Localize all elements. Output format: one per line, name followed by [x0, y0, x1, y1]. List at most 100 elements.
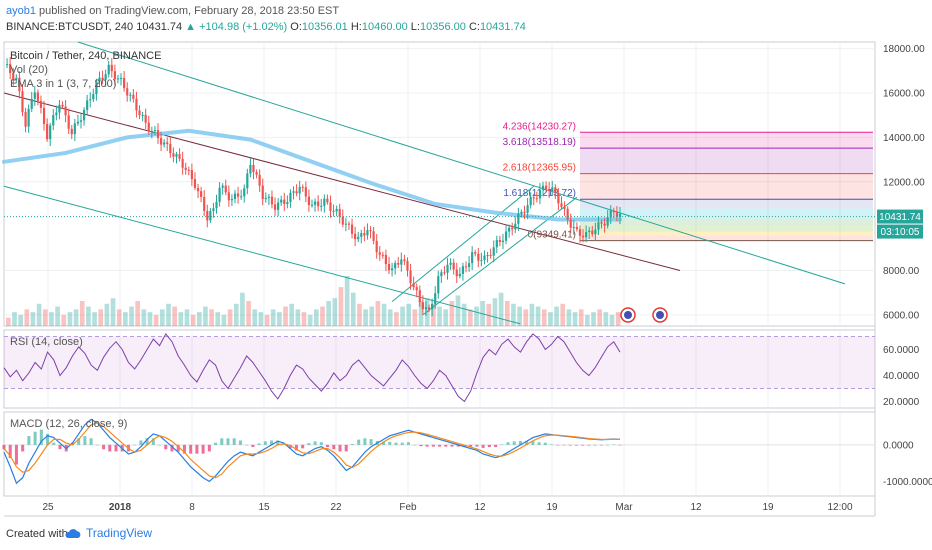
- candle-body: [113, 71, 116, 80]
- candle-body: [116, 78, 120, 80]
- fib-band-1: [580, 148, 873, 174]
- candle-body: [471, 252, 474, 264]
- candle-body: [335, 208, 338, 212]
- candle-body: [98, 77, 101, 82]
- chart-header: ayob1 published on TradingView.com, Febr…: [0, 0, 932, 42]
- close-label: C:: [468, 21, 480, 33]
- macd-histogram-bar: [307, 443, 311, 445]
- macd-histogram-bar: [251, 444, 255, 448]
- candle-body: [70, 128, 73, 135]
- volume-bar: [227, 309, 233, 326]
- candle-body: [9, 64, 12, 73]
- author-link[interactable]: ayob1: [6, 5, 36, 17]
- macd-histogram-bar: [363, 438, 367, 445]
- macd-histogram-bar: [14, 444, 18, 465]
- volume-bar: [67, 312, 73, 326]
- candle-body: [141, 114, 144, 116]
- volume-bar: [123, 312, 128, 326]
- candle-body: [615, 212, 619, 217]
- macd-histogram-bar: [46, 433, 50, 445]
- candle-body: [240, 196, 243, 198]
- candle-body: [443, 272, 446, 274]
- candle-body: [455, 269, 458, 277]
- volume-bar: [350, 292, 356, 326]
- macd-histogram-bar: [357, 439, 361, 445]
- candle-body: [400, 259, 403, 265]
- macd-histogram-bar: [599, 444, 603, 446]
- volume-bar: [203, 306, 208, 326]
- macd-histogram-bar: [550, 444, 554, 445]
- macd-histogram-bar: [170, 444, 174, 452]
- candle-body: [295, 191, 298, 194]
- macd-histogram-bar: [158, 444, 162, 446]
- x-tick-label-19: 19: [546, 502, 558, 513]
- macd-histogram-bar: [350, 443, 354, 445]
- candle-body: [412, 283, 415, 288]
- macd-histogram-bar: [494, 444, 498, 448]
- candle-body: [175, 154, 178, 157]
- candle-body: [101, 77, 104, 80]
- change-up-icon: ▲: [185, 21, 197, 33]
- candle-body: [606, 217, 609, 226]
- candle-body: [563, 206, 566, 209]
- candle-body: [206, 211, 209, 221]
- candle-body: [36, 92, 39, 101]
- candle-body: [277, 202, 280, 210]
- candle-body: [107, 64, 110, 75]
- macd-histogram-bar: [176, 444, 180, 452]
- volume-bar: [73, 309, 79, 326]
- macd-histogram-bar: [108, 444, 112, 452]
- volume-bar: [566, 309, 572, 326]
- macd-histogram-bar: [220, 438, 224, 445]
- candle-body: [132, 94, 135, 99]
- candle-body: [458, 273, 461, 277]
- volume-bar: [449, 301, 455, 326]
- candle-body: [246, 173, 249, 189]
- volume-bar: [529, 303, 535, 326]
- macd-histogram-bar: [606, 444, 610, 446]
- macd-histogram-bar: [214, 442, 218, 445]
- candle-body: [304, 187, 307, 197]
- fib-band-2: [580, 173, 873, 200]
- candle-body: [313, 201, 317, 205]
- candle-body: [52, 115, 55, 126]
- macd-histogram-bar: [95, 444, 99, 446]
- candle-body: [323, 198, 326, 206]
- volume-bar: [332, 298, 338, 326]
- candle-body: [508, 227, 511, 232]
- fib-band-6: [580, 225, 873, 232]
- volume-bar: [24, 309, 30, 326]
- macd-histogram-bar: [151, 438, 155, 445]
- volume-bar: [135, 301, 141, 326]
- volume-bar: [572, 312, 578, 326]
- volume-bar: [461, 303, 467, 326]
- macd-histogram-bar: [406, 442, 410, 445]
- macd-histogram-bar: [257, 443, 261, 445]
- candle-body: [397, 263, 400, 265]
- candle-body: [366, 230, 369, 236]
- candle-body: [541, 185, 545, 190]
- rsi-tick-60: 60.0000: [883, 345, 920, 356]
- macd-histogram-bar: [195, 444, 199, 454]
- macd-histogram-bar: [83, 436, 87, 445]
- candle-body: [526, 205, 529, 213]
- macd-histogram-bar: [114, 444, 118, 452]
- candle-body: [76, 121, 80, 124]
- last-price: 10431.74: [136, 21, 183, 33]
- tradingview-brand[interactable]: TradingView: [64, 526, 152, 540]
- volume-bar: [437, 306, 442, 326]
- macd-histogram-bar: [612, 444, 616, 446]
- candle-body: [480, 259, 483, 261]
- macd-histogram-bar: [518, 440, 522, 445]
- macd-histogram-bar: [481, 444, 485, 448]
- macd-histogram-bar: [512, 441, 516, 445]
- macd-histogram-bar: [33, 431, 37, 445]
- candle-body: [384, 254, 388, 264]
- candle-body: [504, 231, 508, 241]
- candles-group: [5, 57, 622, 317]
- y-tick-label-16000: 16000.00: [883, 89, 925, 100]
- candle-body: [181, 158, 184, 168]
- volume-bar: [209, 309, 214, 326]
- candle-body: [166, 142, 169, 145]
